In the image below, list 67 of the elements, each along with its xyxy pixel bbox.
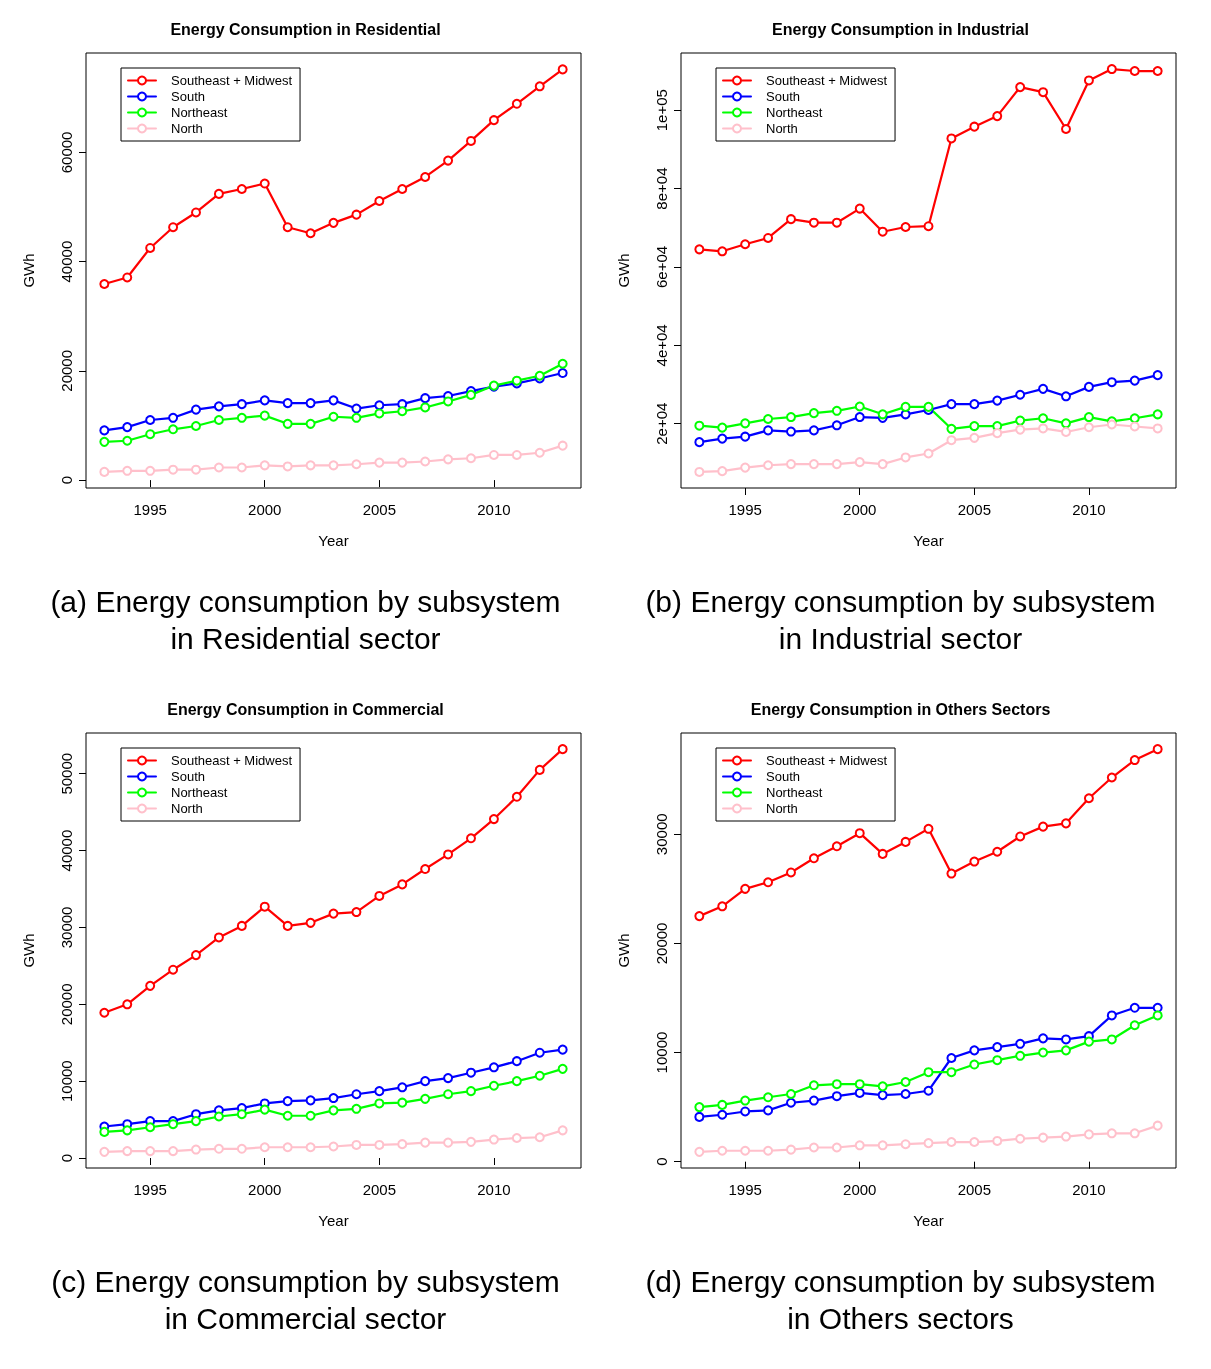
x-tick-label: 2005	[362, 501, 397, 518]
y-tick-label: 8e+04	[653, 167, 670, 210]
y-tick-label: 20000	[653, 922, 670, 965]
y-tick-label: 30000	[58, 906, 75, 949]
legend-label: South	[766, 769, 800, 784]
text: (d) Energy consumption by subsystem in Others sectors	[644, 1264, 1157, 1337]
chart-title: Energy Consumption in Residential	[170, 20, 441, 38]
x-tick-label: 1995	[133, 1181, 167, 1198]
y-tick-label: 20000	[58, 349, 75, 392]
y-tick-label: 40000	[58, 829, 75, 872]
y-tick-label: 50000	[58, 752, 75, 795]
x-axis-title: Year	[913, 1212, 944, 1229]
y-axis-title: GWh	[615, 253, 632, 288]
legend-label: Northeast	[171, 785, 228, 800]
y-tick-label: 30000	[653, 813, 670, 856]
text: (c) Energy consumption by subsystem in Commercial sector	[50, 1264, 561, 1337]
legend-label: North	[171, 801, 203, 816]
y-tick-label: 20000	[58, 983, 75, 1026]
y-tick-label: 0	[58, 1153, 75, 1163]
x-tick-label: 2010	[477, 501, 511, 518]
x-tick-label: 2000	[843, 501, 877, 518]
legend-label: Southeast + Midwest	[171, 73, 293, 88]
x-tick-label: 2010	[1072, 1181, 1106, 1198]
y-tick-label: 0	[653, 1157, 670, 1166]
x-tick-label: 2000	[248, 1181, 282, 1198]
legend-label: Southeast + Midwest	[766, 753, 888, 768]
x-tick-label: 2010	[477, 1181, 511, 1198]
x-tick-label: 2010	[1072, 501, 1106, 518]
y-tick-label: 0	[58, 475, 75, 485]
x-tick-label: 2005	[362, 1181, 397, 1198]
y-tick-label: 6e+04	[653, 245, 670, 289]
x-tick-label: 1995	[728, 501, 762, 518]
x-axis-title: Year	[913, 532, 944, 549]
text: (a) Energy consumption by subsystem in Residential sector	[49, 584, 562, 657]
legend-label: Northeast	[766, 785, 823, 800]
chart-title: Energy Consumption in Industrial	[772, 20, 1029, 38]
x-tick-label: 1995	[133, 501, 167, 518]
legend-label: South	[171, 89, 205, 104]
legend-label: Northeast	[766, 105, 823, 120]
x-axis-title: Year	[318, 1212, 349, 1229]
x-tick-label: 2000	[843, 1181, 877, 1198]
x-axis-title: Year	[318, 532, 349, 549]
legend-label: Southeast + Midwest	[171, 753, 293, 768]
legend-label: South	[766, 89, 800, 104]
text: (b) Energy consumption by subsystem in Industrial sector	[644, 584, 1157, 657]
y-tick-label: 60000	[58, 131, 75, 174]
legend-label: North	[766, 801, 798, 816]
chart-title: Energy Consumption in Others Sectors	[750, 700, 1051, 718]
legend-label: North	[766, 121, 798, 136]
x-tick-label: 2000	[248, 501, 282, 518]
y-tick-label: 10000	[58, 1060, 75, 1103]
x-tick-label: 2005	[957, 1181, 992, 1198]
legend-label: South	[171, 769, 205, 784]
legend-label: North	[171, 121, 203, 136]
y-axis-title: GWh	[615, 933, 632, 968]
chart-title: Energy Consumption in Commercial	[167, 700, 444, 718]
y-tick-label: 40000	[58, 240, 75, 283]
y-tick-label: 2e+04	[653, 402, 670, 445]
legend-label: Southeast + Midwest	[766, 73, 888, 88]
y-tick-label: 4e+04	[653, 324, 670, 367]
y-tick-label: 1e+05	[653, 89, 670, 132]
legend-label: Northeast	[171, 105, 228, 120]
x-tick-label: 2005	[957, 501, 992, 518]
y-axis-title: GWh	[20, 933, 37, 968]
y-tick-label: 10000	[653, 1031, 670, 1074]
x-tick-label: 1995	[728, 1181, 762, 1198]
y-axis-title: GWh	[20, 253, 37, 288]
